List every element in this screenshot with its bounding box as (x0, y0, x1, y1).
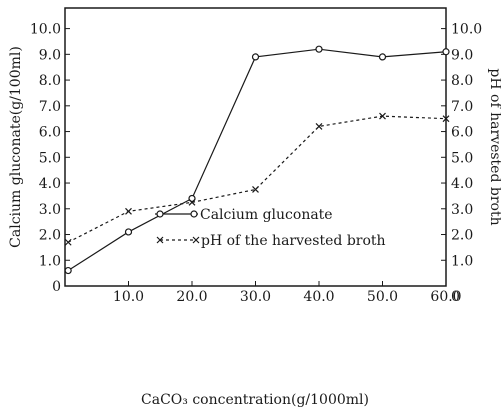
legend-marker-calcium (190, 210, 198, 218)
series-layer (64, 45, 450, 275)
series-point-1 (252, 186, 259, 193)
series-point-1 (379, 112, 386, 120)
series-point-1 (125, 207, 132, 215)
series-point-1 (315, 122, 323, 130)
legend-marker-calcium (156, 210, 164, 218)
y2-tick-label: 7.0 (451, 99, 473, 115)
legend-label-ph: pH of the harvested broth (201, 233, 386, 249)
x-tick-label: 40.0 (303, 289, 334, 305)
y-axis-label: Calcium gluconate(g/100ml) (8, 46, 24, 248)
y-tick-label: 6.0 (39, 125, 61, 141)
x-tick-label: 30.0 (240, 289, 271, 305)
series-point-1 (64, 238, 72, 246)
y2-tick-label: 1.0 (451, 253, 473, 269)
y2-tick-label: 9.0 (451, 47, 473, 63)
series-point-1 (442, 115, 450, 123)
series-point-0 (64, 266, 72, 275)
series-point-0 (378, 53, 387, 61)
y2-tick-label: 8.0 (451, 73, 473, 89)
series-line-1 (67, 115, 447, 243)
ticks-layer: 10.0 20.0 30.0 40.0 50.0 60.0 1.0 2.0 3.0 4.0 5.0 6… (30, 22, 482, 305)
legend-marker-ph (192, 236, 200, 244)
y2-tick-label: 5.0 (451, 150, 473, 166)
series-point-0 (315, 45, 323, 53)
x-axis-label: CaCO₃ concentration(g/1000ml) (141, 392, 369, 408)
y2-tick-label: 3.0 (451, 202, 473, 218)
y-tick-label: 2.0 (39, 228, 61, 244)
y2-axis-label: pH of harvested broth (487, 68, 501, 225)
legend-marker-ph (156, 236, 164, 244)
y-tick-label: 5.0 (39, 150, 61, 166)
y2-tick-label: 2.0 (451, 228, 473, 244)
x-end-origin-label: 0 (451, 289, 460, 305)
x-tick-label: 20.0 (176, 289, 207, 305)
series-point-0 (251, 53, 260, 61)
legend: Calcium gluconate pH of the harvested br… (155, 207, 386, 249)
series-point-0 (124, 228, 133, 236)
x-tick-label: 10.0 (113, 289, 144, 305)
y2-tick-label: 10.0 (451, 22, 482, 38)
y-tick-label: 1.0 (39, 253, 61, 269)
y2-tick-label: 4.0 (451, 176, 473, 192)
y-tick-label: 3.0 (39, 202, 61, 218)
y-tick-label: 8.0 (39, 73, 61, 89)
y2-tick-label: 6.0 (451, 125, 473, 141)
y-tick-label: 4.0 (39, 176, 61, 192)
y-origin-label: 0 (52, 279, 61, 295)
series-point-1 (188, 198, 196, 206)
legend-label-calcium: Calcium gluconate (200, 207, 333, 223)
x-tick-label: 60.0 (430, 289, 461, 305)
x-tick-label: 50.0 (367, 289, 398, 305)
series-point-0 (442, 48, 450, 56)
series-point-0 (188, 194, 196, 203)
y-tick-label: 7.0 (39, 99, 61, 115)
y-tick-label: 10.0 (30, 22, 61, 38)
y-tick-label: 9.0 (39, 47, 61, 63)
